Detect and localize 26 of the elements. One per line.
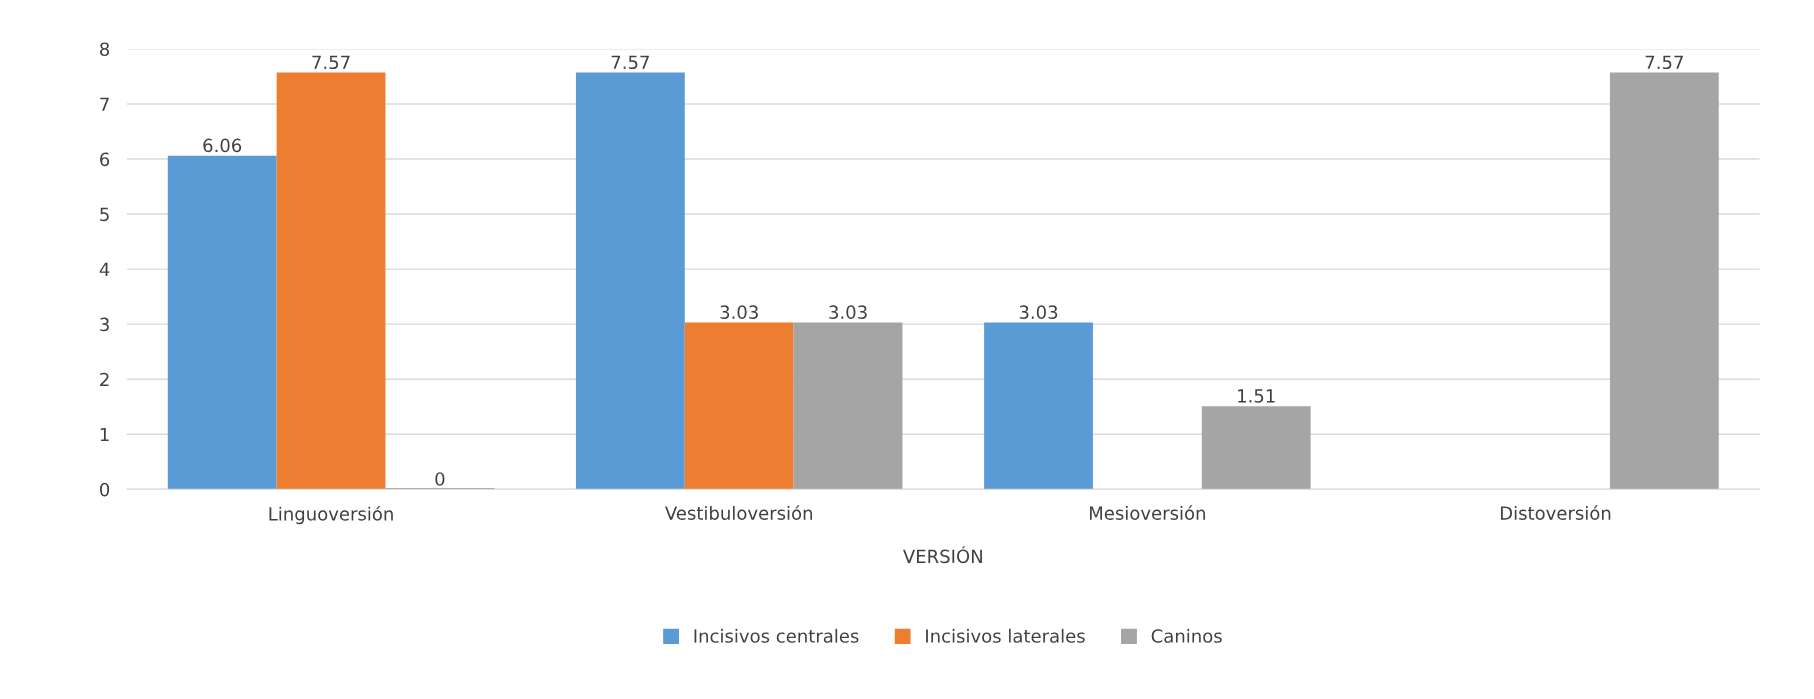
- x-tick-label: Mesioversión: [1089, 505, 1205, 520]
- y-tick-label: 2: [100, 372, 109, 387]
- legend-label: Incisivos laterales: [926, 628, 1085, 643]
- y-tick-label: 1: [100, 427, 109, 442]
- x-tick-label: Vestibuloversión: [665, 505, 812, 520]
- x-tick-label: Linguoversión: [269, 505, 393, 525]
- y-tick-label: 0: [100, 482, 110, 497]
- data-label: 3.03: [720, 305, 758, 320]
- legend-label: Incisivos centrales: [694, 628, 859, 643]
- data-label: 6.06: [203, 138, 242, 153]
- y-tick-label: 5: [100, 207, 109, 222]
- y-tick-label: 4: [99, 262, 110, 276]
- y-tick-label: 6: [100, 152, 110, 167]
- legend-label: Caninos: [1151, 628, 1222, 643]
- data-label: 1.51: [1238, 389, 1275, 403]
- data-label: 3.03: [1019, 305, 1058, 320]
- y-tick-label: 7: [100, 97, 109, 111]
- data-label: 0: [435, 472, 445, 486]
- data-label: 7.57: [611, 55, 649, 70]
- x-axis-title: VERSIÓN: [903, 546, 982, 564]
- data-label: 3.03: [829, 305, 867, 320]
- x-tick-label: Distoversión: [1500, 505, 1611, 520]
- y-tick-label: 3: [100, 317, 109, 332]
- data-label: 7.57: [312, 55, 350, 70]
- y-tick-label: 8: [100, 42, 110, 57]
- data-label: 7.57: [1645, 55, 1683, 70]
